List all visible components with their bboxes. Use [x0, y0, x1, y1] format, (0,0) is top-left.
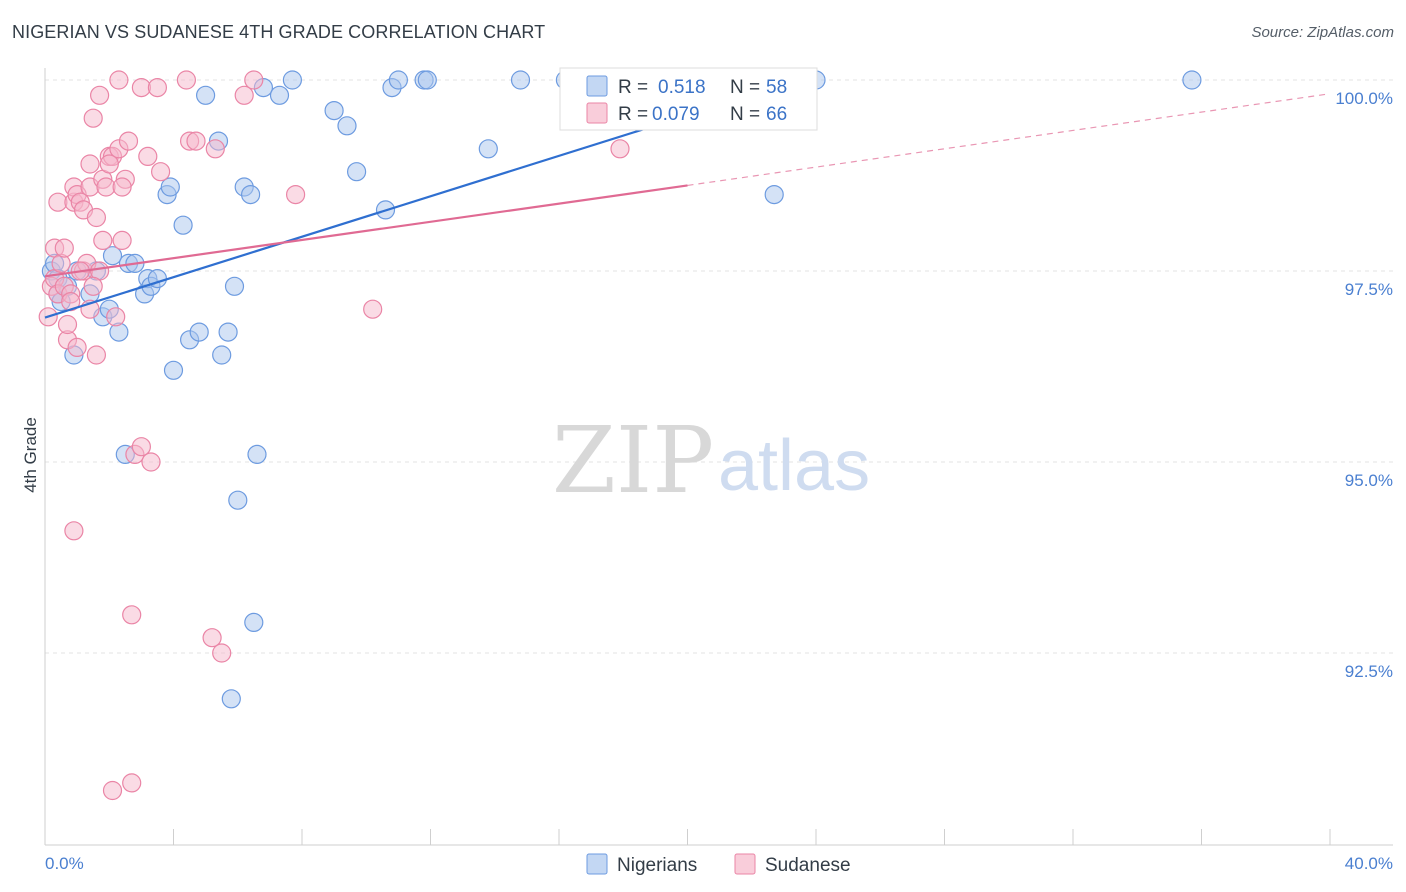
data-point-sudanese — [176, 70, 196, 90]
legend-n-value-sudanese: 66 — [766, 104, 787, 125]
data-point-nigerians — [764, 185, 784, 205]
data-point-nigerians — [324, 100, 344, 121]
data-point-nigerians — [224, 276, 245, 296]
chart-title: NIGERIAN VS SUDANESE 4TH GRADE CORRELATI… — [12, 22, 546, 42]
data-point-nigerians — [269, 85, 290, 105]
data-point-sudanese — [147, 77, 167, 98]
data-point-nigerians — [388, 70, 408, 90]
data-point-sudanese — [244, 70, 264, 90]
data-point-sudanese — [80, 154, 100, 174]
data-point-sudanese — [118, 131, 139, 151]
data-point-sudanese — [122, 773, 142, 793]
legend-n-value-nigerians: 58 — [766, 77, 787, 98]
watermark-atlas: atlas — [718, 426, 870, 506]
trend-line-sudanese — [44, 184, 688, 278]
data-point-nigerians — [510, 70, 531, 90]
watermark: ZIP atlas — [552, 407, 870, 514]
data-point-nigerians — [247, 444, 267, 464]
data-point-sudanese — [89, 85, 110, 105]
data-point-sudanese — [93, 230, 113, 250]
data-point-sudanese — [131, 77, 151, 98]
data-point-sudanese — [234, 85, 254, 105]
bottom-legend-label-nigerians: Nigerians — [617, 855, 697, 876]
legend-swatch-sudanese — [586, 102, 608, 124]
legend-n-label-nigerians: N = — [730, 77, 760, 98]
data-point-nigerians — [228, 490, 248, 510]
data-point-sudanese — [86, 345, 107, 365]
data-point-sudanese — [112, 177, 132, 197]
legend-swatch-nigerians — [586, 75, 608, 97]
data-point-sudanese — [610, 139, 630, 159]
data-point-sudanese — [86, 207, 107, 228]
data-point-nigerians — [478, 139, 498, 159]
data-point-nigerians — [173, 215, 193, 235]
data-point-nigerians — [282, 70, 302, 90]
x-tick-label-min: 0.0% — [45, 854, 84, 873]
data-point-sudanese — [83, 108, 103, 128]
data-point-nigerians — [347, 162, 367, 182]
data-point-sudanese — [106, 307, 126, 327]
data-point-nigerians — [241, 185, 261, 205]
y-axis-label: 4th Grade — [21, 417, 40, 493]
legend-r-value-nigerians: 0.518 — [658, 77, 706, 98]
data-point-sudanese — [286, 185, 306, 205]
data-point-sudanese — [57, 314, 78, 335]
series-sudanese — [38, 70, 630, 801]
data-point-sudanese — [54, 238, 74, 258]
grid-layer — [45, 79, 1393, 654]
bottom-legend: Nigerians Sudanese — [586, 853, 851, 876]
legend: R = 0.518 N = 58 R = 0.079 N = 66 — [559, 67, 818, 131]
data-point-nigerians — [163, 360, 184, 380]
data-point-sudanese — [64, 521, 84, 541]
data-point-sudanese — [112, 230, 132, 250]
legend-r-value-sudanese: 0.079 — [652, 104, 700, 125]
source-label: Source: ZipAtlas.com — [1251, 24, 1394, 41]
bottom-legend-swatch-sudanese — [734, 853, 756, 875]
data-point-nigerians — [337, 116, 357, 136]
series-nigerians — [41, 70, 1202, 709]
data-point-sudanese — [363, 299, 383, 319]
data-point-sudanese — [205, 139, 225, 159]
y-tick-label: 100.0% — [1335, 89, 1393, 108]
axis-layer: 92.5% 95.0% 97.5% 100.0% 0.0% 40.0% — [44, 68, 1393, 873]
trend-extension-sudanese — [687, 93, 1331, 187]
legend-r-label-nigerians: R = — [618, 77, 648, 98]
data-point-sudanese — [67, 337, 87, 357]
bottom-legend-swatch-nigerians — [586, 853, 608, 875]
data-point-sudanese — [141, 452, 161, 472]
data-point-nigerians — [189, 322, 209, 342]
y-tick-label: 97.5% — [1345, 280, 1393, 299]
y-tick-label: 92.5% — [1345, 662, 1393, 681]
bottom-legend-label-sudanese: Sudanese — [765, 855, 851, 876]
data-point-sudanese — [186, 131, 206, 151]
data-point-sudanese — [48, 192, 68, 212]
data-point-sudanese — [99, 154, 119, 174]
data-point-nigerians — [218, 322, 238, 342]
data-point-nigerians — [196, 85, 216, 105]
data-point-nigerians — [244, 612, 264, 633]
data-point-sudanese — [138, 146, 158, 166]
data-point-nigerians — [1182, 70, 1202, 90]
data-point-nigerians — [417, 70, 437, 90]
data-point-sudanese — [151, 162, 171, 182]
data-point-sudanese — [96, 177, 116, 197]
data-point-sudanese — [109, 70, 129, 90]
data-point-sudanese — [122, 605, 142, 625]
data-point-nigerians — [160, 177, 180, 197]
legend-n-label-sudanese: N = — [730, 104, 760, 125]
data-point-sudanese — [102, 780, 123, 801]
data-point-nigerians — [102, 246, 123, 266]
watermark-zip: ZIP — [552, 407, 714, 514]
data-point-sudanese — [83, 276, 103, 296]
x-tick-label-max: 40.0% — [1345, 854, 1393, 873]
data-point-nigerians — [221, 689, 241, 709]
data-point-sudanese — [202, 628, 222, 648]
data-point-sudanese — [131, 437, 151, 457]
data-point-sudanese — [212, 643, 232, 663]
data-point-nigerians — [212, 345, 232, 365]
legend-r-label-sudanese: R = — [618, 104, 648, 125]
y-tick-label: 95.0% — [1345, 471, 1393, 490]
